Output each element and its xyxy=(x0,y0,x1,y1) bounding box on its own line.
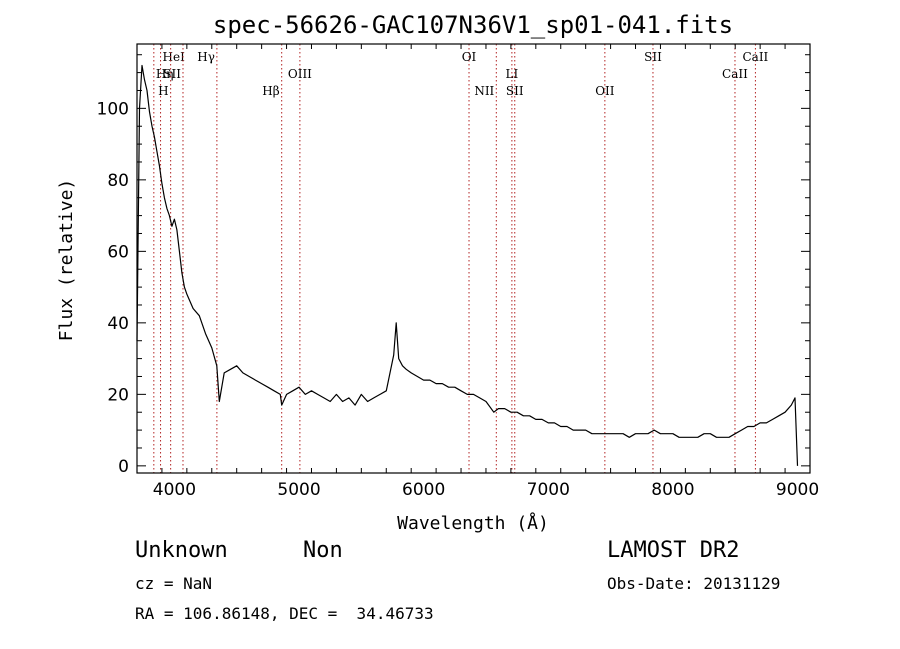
spectral-line-label: SII xyxy=(644,50,662,64)
y-tick-label: 20 xyxy=(107,385,129,405)
spectral-line-label: OI xyxy=(462,50,477,64)
y-tick-label: 40 xyxy=(107,314,129,334)
spectrum-line xyxy=(136,64,799,466)
spectral-line-label: HeI xyxy=(163,50,186,64)
spectral-line-label: Hγ xyxy=(197,50,215,64)
x-tick-label: 8000 xyxy=(651,480,694,500)
y-tick-label: 60 xyxy=(107,242,129,262)
coordinates-text: RA = 106.86148, DEC = 34.46733 xyxy=(135,604,434,623)
spectral-line-label: SII xyxy=(163,67,181,81)
x-tick-label: 9000 xyxy=(776,480,819,500)
spectral-line-label: CaII xyxy=(722,67,748,81)
x-tick-label: 4000 xyxy=(153,480,196,500)
spectrum-series xyxy=(136,64,799,466)
y-axis-label: Flux (relative) xyxy=(56,179,77,342)
spectral-line-label: OII xyxy=(595,84,615,98)
x-axis: 4000 5000 6000 7000 8000 9000 xyxy=(136,44,819,500)
x-axis-label: Wavelength (Å) xyxy=(397,512,549,534)
subclass-text: Non xyxy=(303,538,343,563)
spectral-line-label: CaII xyxy=(742,50,768,64)
spectral-line-label: H xyxy=(158,84,168,98)
survey-text: LAMOST DR2 xyxy=(607,538,740,563)
chart-title: spec-56626-GAC107N36V1_sp01-041.fits xyxy=(213,11,733,39)
y-tick-label: 0 xyxy=(118,457,129,477)
spectral-line-label: LI xyxy=(506,67,519,81)
spectral-line-label: Hη xyxy=(156,67,174,81)
y-axis: 0 20 40 60 80 100 xyxy=(97,54,810,477)
x-tick-label: 7000 xyxy=(527,480,570,500)
spectral-line-label: Hβ xyxy=(262,84,279,98)
plot-frame xyxy=(136,43,811,474)
spectral-line-label: SII xyxy=(506,84,524,98)
y-tick-label: 100 xyxy=(97,99,129,119)
obs-date-text: Obs-Date: 20131129 xyxy=(607,574,781,593)
redshift-text: cz = NaN xyxy=(135,574,213,593)
spectral-line-label: NII xyxy=(474,84,494,98)
classification-text: Unknown xyxy=(135,538,228,563)
spectral-line-label: OIII xyxy=(288,67,312,81)
x-tick-label: 5000 xyxy=(277,480,320,500)
x-tick-label: 6000 xyxy=(402,480,445,500)
y-tick-label: 80 xyxy=(107,171,129,191)
